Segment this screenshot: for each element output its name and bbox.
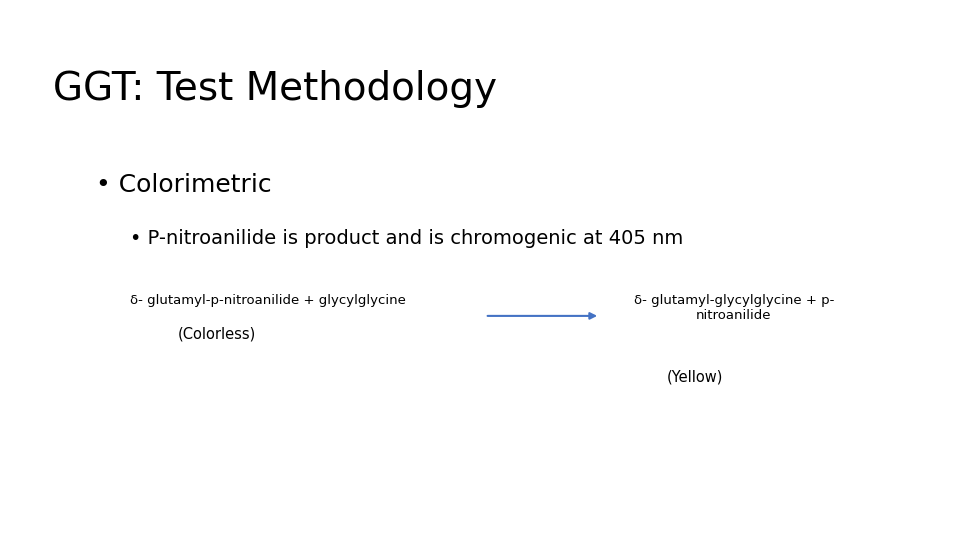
Text: (Colorless): (Colorless) <box>178 327 256 342</box>
Text: • P-nitroanilide is product and is chromogenic at 405 nm: • P-nitroanilide is product and is chrom… <box>130 230 683 248</box>
Text: δ- glutamyl-p-nitroanilide + glycylglycine: δ- glutamyl-p-nitroanilide + glycylglyci… <box>130 294 405 307</box>
Text: (Yellow): (Yellow) <box>667 370 724 385</box>
Text: δ- glutamyl-glycylglycine + p-
nitroanilide: δ- glutamyl-glycylglycine + p- nitroanil… <box>634 294 834 322</box>
Text: GGT: Test Methodology: GGT: Test Methodology <box>53 70 497 108</box>
Text: • Colorimetric: • Colorimetric <box>96 173 272 197</box>
